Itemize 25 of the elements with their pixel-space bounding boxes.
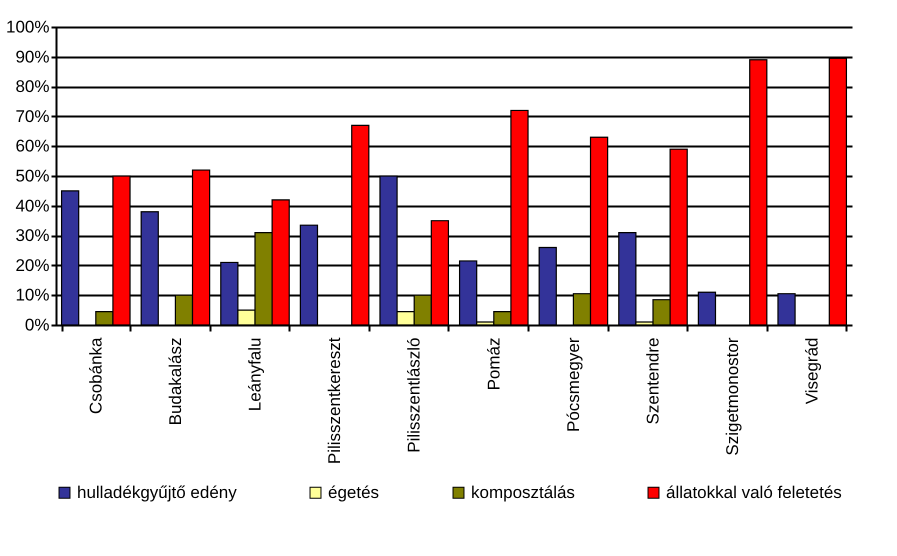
x-tick-label: Pócsmegyer [564,337,583,432]
y-tick-label: 30% [15,226,50,246]
x-tick-label: Leányfalu [246,338,264,412]
x-tick-label: Szigetmonostor [723,337,742,456]
y-tick-label: 20% [15,256,50,275]
y-tick-label: 70% [15,106,50,126]
x-tick-label: Szentendre [644,338,662,424]
legend-label: hulladékgyűjtő edény [77,482,238,502]
x-tick-label: Pilisszentkereszt [325,337,344,464]
x-tick-label: Visegrád [802,338,822,404]
y-tick-label: 100% [6,18,50,36]
y-tick-label: 40% [15,196,50,216]
y-tick-label: 90% [15,47,50,66]
legend-label: komposztálás [471,482,575,502]
y-tick-label: 10% [15,286,50,305]
x-tick-label: Csobánka [86,336,106,414]
y-tick-label: 80% [15,77,50,96]
x-tick-label: Budakalász [166,338,185,426]
y-tick-label: 60% [15,136,50,156]
legend-label: égetés [328,482,380,502]
legend-label: állatokkal való feletetés [666,482,842,502]
x-tick-label: Pilisszentlászló [404,338,424,453]
y-tick-label: 50% [15,166,50,186]
y-tick-label: 0% [24,316,50,334]
x-tick-label: Pomáz [484,338,504,390]
